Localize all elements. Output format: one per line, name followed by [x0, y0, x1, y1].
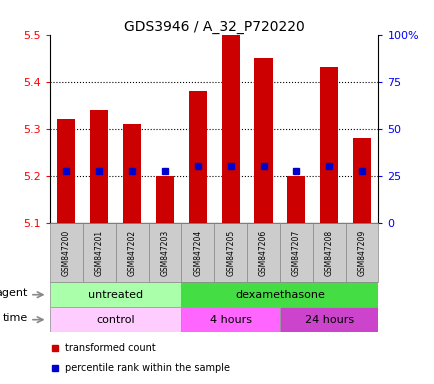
Text: GSM847205: GSM847205	[226, 229, 235, 276]
Bar	[279, 223, 312, 282]
Text: 4 hours: 4 hours	[209, 314, 251, 325]
Bar	[345, 223, 378, 282]
Bar	[50, 223, 82, 282]
Bar	[82, 223, 115, 282]
Bar	[155, 175, 174, 223]
Text: GSM847200: GSM847200	[62, 229, 71, 276]
Text: transformed count: transformed count	[65, 343, 155, 353]
Text: control: control	[96, 314, 135, 325]
Text: GSM847209: GSM847209	[357, 229, 366, 276]
Bar	[181, 223, 214, 282]
Text: agent: agent	[0, 288, 27, 298]
Bar	[57, 119, 76, 223]
Text: GSM847201: GSM847201	[95, 229, 104, 276]
Bar	[214, 223, 247, 282]
Text: time: time	[2, 313, 27, 323]
Title: GDS3946 / A_32_P720220: GDS3946 / A_32_P720220	[124, 20, 304, 33]
Bar	[148, 223, 181, 282]
Text: percentile rank within the sample: percentile rank within the sample	[65, 363, 229, 373]
Bar	[90, 110, 108, 223]
Bar	[312, 223, 345, 282]
Bar	[115, 223, 148, 282]
Text: GSM847208: GSM847208	[324, 229, 333, 276]
Text: GSM847202: GSM847202	[127, 229, 136, 276]
Text: GSM847203: GSM847203	[160, 229, 169, 276]
Text: 24 hours: 24 hours	[304, 314, 353, 325]
Bar	[247, 223, 279, 282]
Bar	[352, 138, 370, 223]
Text: GSM847207: GSM847207	[291, 229, 300, 276]
Bar	[123, 124, 141, 223]
Text: GSM847204: GSM847204	[193, 229, 202, 276]
Text: dexamethasone: dexamethasone	[234, 290, 324, 300]
Bar	[221, 35, 239, 223]
Bar	[286, 175, 305, 223]
Bar	[254, 58, 272, 223]
Text: untreated: untreated	[88, 290, 143, 300]
Bar	[188, 91, 207, 223]
Bar	[319, 68, 338, 223]
Text: GSM847206: GSM847206	[258, 229, 267, 276]
